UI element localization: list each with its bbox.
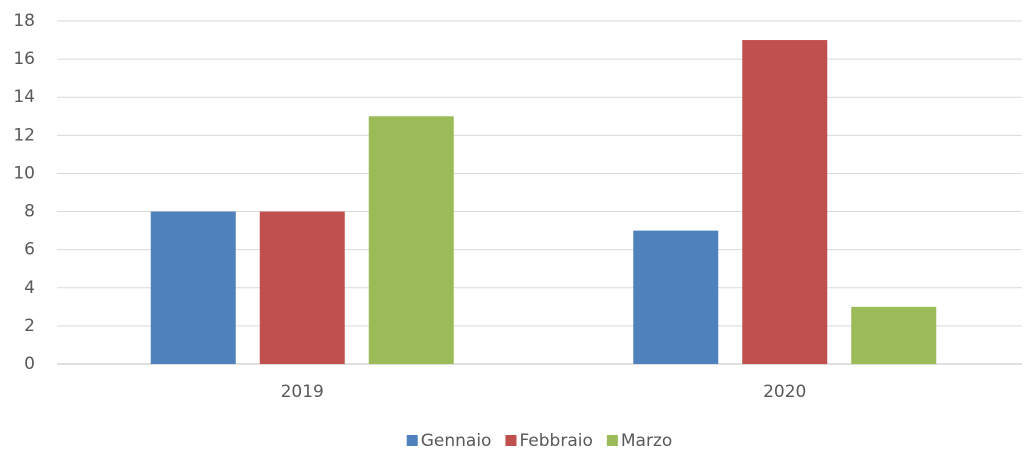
legend-swatch bbox=[406, 435, 418, 446]
legend-label: Marzo bbox=[621, 431, 672, 451]
bar bbox=[633, 230, 719, 364]
y-tick-label: 2 bbox=[24, 316, 35, 336]
y-tick-label: 4 bbox=[24, 278, 35, 298]
y-tick-label: 6 bbox=[24, 240, 35, 260]
y-tick-label: 14 bbox=[13, 87, 35, 107]
y-tick-label: 8 bbox=[24, 202, 35, 222]
x-tick-label: 2020 bbox=[763, 382, 806, 402]
bar bbox=[742, 40, 828, 365]
x-tick-label: 2019 bbox=[281, 382, 324, 402]
y-tick-label: 16 bbox=[13, 49, 35, 69]
y-tick-label: 18 bbox=[13, 11, 35, 31]
y-tick-label: 10 bbox=[13, 163, 35, 183]
legend-swatch bbox=[606, 435, 618, 446]
y-tick-label: 0 bbox=[24, 354, 35, 374]
legend-swatch bbox=[505, 435, 517, 446]
bar bbox=[851, 306, 937, 364]
legend-label: Febbraio bbox=[519, 431, 592, 451]
y-tick-label: 12 bbox=[13, 125, 35, 145]
bar bbox=[259, 211, 345, 364]
bar bbox=[150, 211, 236, 364]
legend-label: Gennaio bbox=[421, 431, 492, 451]
bar bbox=[368, 116, 454, 365]
